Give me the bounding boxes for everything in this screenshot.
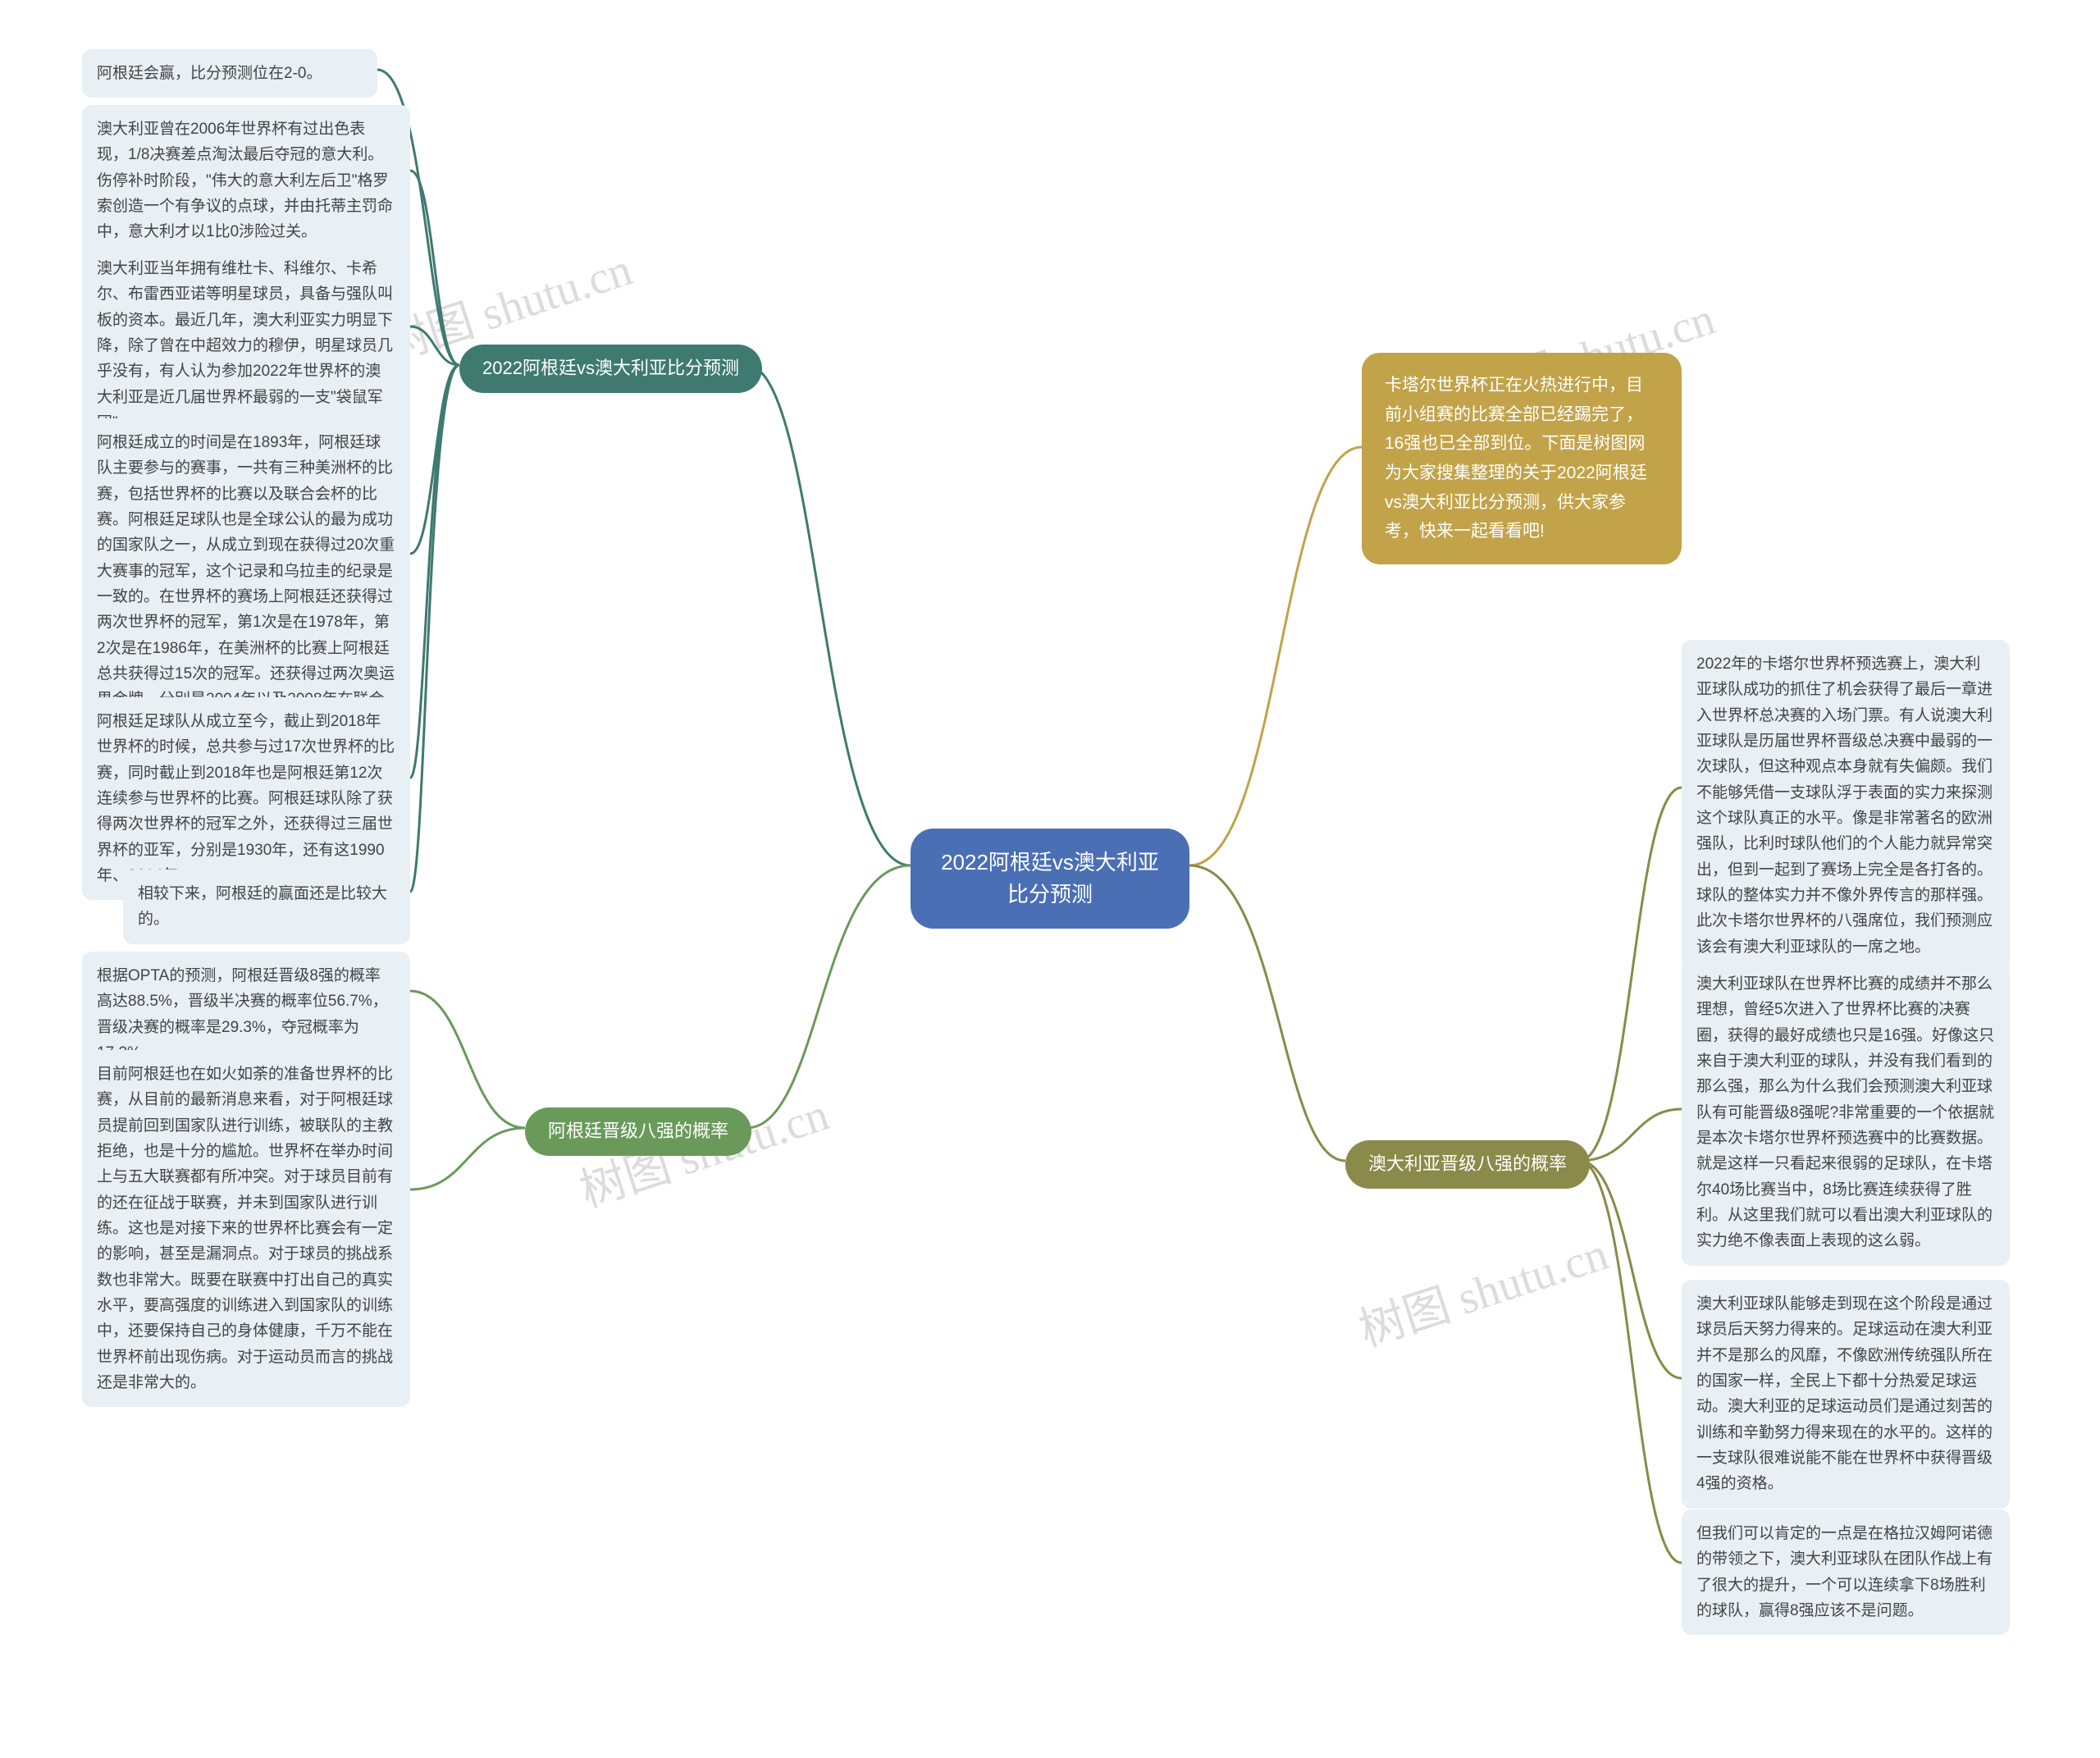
- connector: [746, 365, 911, 865]
- leaf-score-3[interactable]: 澳大利亚当年拥有维杜卡、科维尔、卡希尔、布雷西亚诺等明星球员，具备与强队叫板的资…: [82, 244, 410, 447]
- connector: [1579, 1161, 1682, 1563]
- branch-score-prediction[interactable]: 2022阿根廷vs澳大利亚比分预测: [459, 345, 762, 393]
- connector: [410, 365, 459, 892]
- leaf-aus-1[interactable]: 2022年的卡塔尔世界杯预选赛上，澳大利亚球队成功的抓住了机会获得了最后一章进入…: [1682, 640, 2010, 971]
- connector: [410, 1128, 525, 1190]
- branch-intro[interactable]: 卡塔尔世界杯正在火热进行中，目前小组赛的比赛全部已经踢完了，16强也已全部到位。…: [1362, 353, 1682, 564]
- connector: [1579, 1109, 1682, 1161]
- branch-australia-r16[interactable]: 澳大利亚晋级八强的概率: [1345, 1140, 1590, 1189]
- connector: [746, 865, 911, 1128]
- center-topic[interactable]: 2022阿根廷vs澳大利亚比分预测: [911, 829, 1189, 929]
- connector: [1579, 1161, 1682, 1378]
- connector: [410, 365, 459, 554]
- connector: [410, 365, 459, 778]
- leaf-aus-2[interactable]: 澳大利亚球队在世界杯比赛的成绩并不那么理想，曾经5次进入了世界杯比赛的决赛圈，获…: [1682, 960, 2010, 1266]
- connector: [1189, 865, 1345, 1161]
- watermark: 树图 shutu.cn: [1349, 1217, 1615, 1359]
- connector: [1579, 788, 1682, 1161]
- leaf-score-1[interactable]: 阿根廷会赢，比分预测位在2-0。: [82, 49, 377, 98]
- leaf-score-2[interactable]: 澳大利亚曾在2006年世界杯有过出色表现，1/8决赛差点淘汰最后夺冠的意大利。伤…: [82, 105, 410, 257]
- leaf-aus-3[interactable]: 澳大利亚球队能够走到现在这个阶段是通过球员后天努力得来的。足球运动在澳大利亚并不…: [1682, 1280, 2010, 1509]
- connector: [410, 991, 525, 1128]
- leaf-score-6[interactable]: 相较下来，阿根廷的赢面还是比较大的。: [123, 870, 410, 944]
- connector: [410, 326, 459, 365]
- branch-argentina-r16[interactable]: 阿根廷晋级八强的概率: [525, 1107, 751, 1156]
- connector: [410, 171, 459, 365]
- connector: [1189, 447, 1362, 865]
- leaf-arg-2[interactable]: 目前阿根廷也在如火如荼的准备世界杯的比赛，从目前的最新消息来看，对于阿根廷球员提…: [82, 1050, 410, 1407]
- leaf-aus-4[interactable]: 但我们可以肯定的一点是在格拉汉姆阿诺德的带领之下，澳大利亚球队在团队作战上有了很…: [1682, 1509, 2010, 1635]
